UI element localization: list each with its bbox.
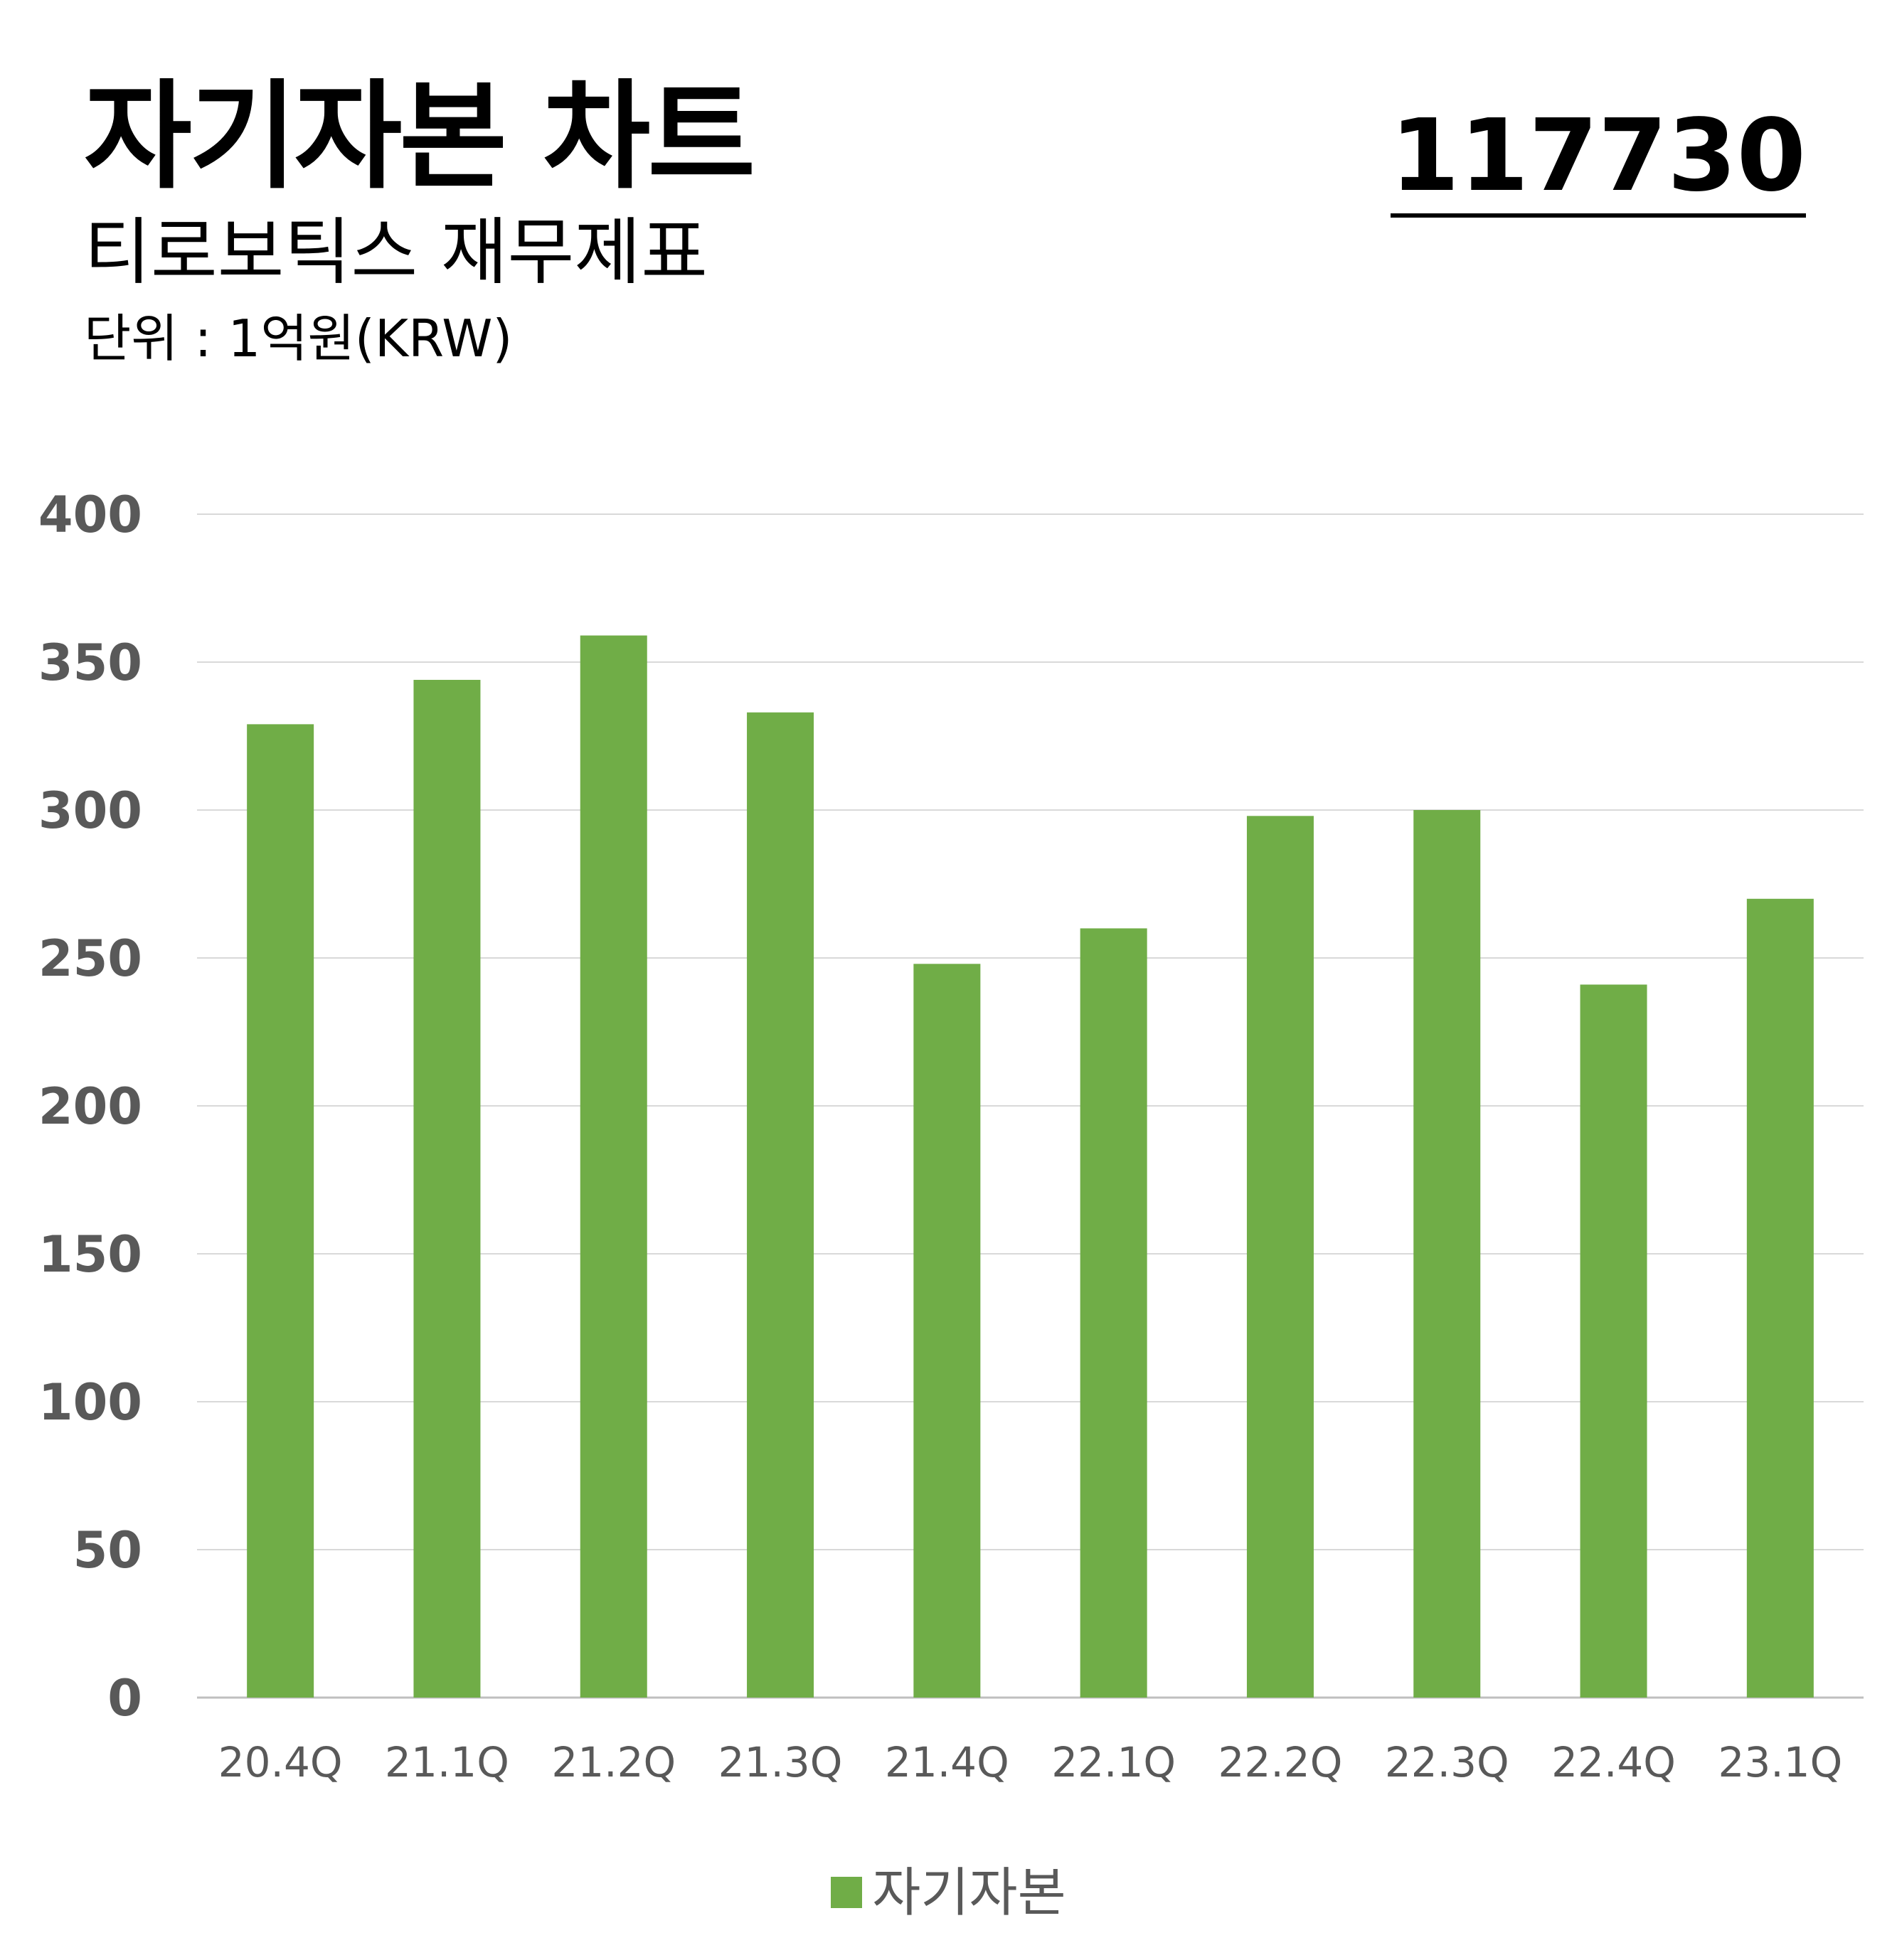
chart-title: 자기자본 차트 <box>84 68 755 205</box>
bar-20.4Q <box>247 724 314 1698</box>
y-tick-label: 100 <box>38 1373 142 1432</box>
x-tick-label: 22.1Q <box>1051 1738 1176 1786</box>
y-tick-label: 350 <box>38 634 142 692</box>
x-axis-ticks: 20.4Q 21.1Q 21.2Q 21.3Q 21.4Q 22.1Q 22.2Q 22.3Q… <box>218 1738 1842 1786</box>
x-tick-label: 22.3Q <box>1385 1738 1509 1786</box>
bar-chart: 0 50 100 150 200 250 300 350 400 20.4Q 21.1Q 21.2Q… <box>38 486 1864 1786</box>
x-tick-label: 22.4Q <box>1551 1738 1676 1786</box>
bar-22.4Q <box>1580 984 1647 1698</box>
y-tick-label: 50 <box>73 1521 142 1580</box>
x-tick-label: 23.1Q <box>1718 1738 1842 1786</box>
y-tick-label: 0 <box>107 1669 142 1727</box>
x-tick-label: 20.4Q <box>218 1738 343 1786</box>
x-tick-label: 22.2Q <box>1218 1738 1343 1786</box>
y-axis-ticks: 0 50 100 150 200 250 300 350 400 <box>38 486 142 1727</box>
y-tick-label: 300 <box>38 782 142 840</box>
y-tick-label: 150 <box>38 1225 142 1284</box>
bar-21.3Q <box>747 712 814 1698</box>
bar-21.4Q <box>913 964 981 1698</box>
bar-23.1Q <box>1746 898 1814 1698</box>
unit-label: 단위 : 1억원(KRW) <box>84 309 513 368</box>
chart-subtitle: 티로보틱스 재무제표 <box>84 211 708 295</box>
y-tick-label: 400 <box>38 486 142 544</box>
y-tick-label: 250 <box>38 930 142 988</box>
legend-label: 자기자본 <box>872 1862 1066 1924</box>
bar-22.3Q <box>1413 810 1481 1698</box>
stock-code: 117730 <box>1390 107 1806 218</box>
bar-21.1Q <box>413 679 481 1698</box>
legend-swatch <box>831 1877 863 1909</box>
bar-22.1Q <box>1080 928 1147 1698</box>
legend: 자기자본 <box>0 1863 1897 1919</box>
bars <box>247 635 1814 1698</box>
x-tick-label: 21.3Q <box>718 1738 843 1786</box>
bar-22.2Q <box>1246 816 1314 1698</box>
x-tick-label: 21.2Q <box>551 1738 676 1786</box>
x-tick-label: 21.4Q <box>885 1738 1009 1786</box>
x-tick-label: 21.1Q <box>385 1738 509 1786</box>
y-tick-label: 200 <box>38 1077 142 1136</box>
bar-21.2Q <box>580 635 647 1698</box>
